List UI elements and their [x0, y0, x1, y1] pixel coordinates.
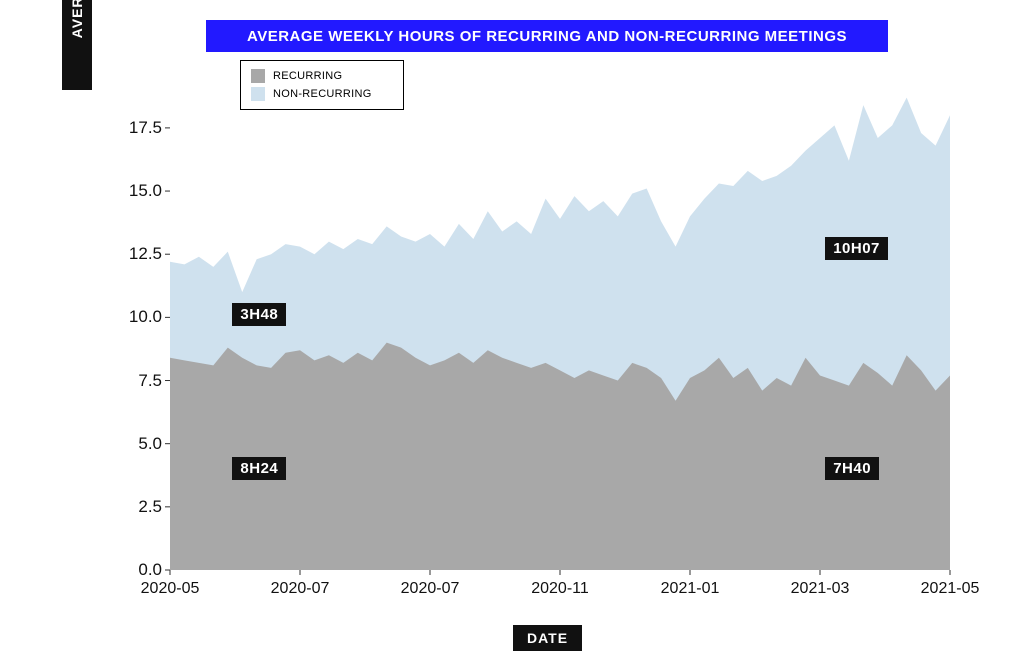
plot-svg: [160, 80, 970, 580]
x-tick-label: 2020-07: [401, 580, 460, 598]
annotation-label: 7H40: [825, 457, 879, 480]
chart-title: AVERAGE WEEKLY HOURS OF RECURRING AND NO…: [206, 20, 888, 52]
plot-area: [160, 80, 970, 580]
y-tick-label: 17.5: [122, 118, 162, 138]
annotation-label: 10H07: [825, 237, 888, 260]
x-tick-label: 2020-07: [271, 580, 330, 598]
y-axis-label: AVERAGE HOURS SPENT IN MEETINGS PER WEEK: [62, 0, 92, 90]
y-tick-label: 0.0: [122, 560, 162, 580]
x-tick-label: 2021-03: [791, 580, 850, 598]
y-tick-label: 2.5: [122, 497, 162, 517]
x-axis-label: DATE: [513, 625, 582, 651]
annotation-label: 8H24: [232, 457, 286, 480]
x-tick-label: 2021-05: [921, 580, 980, 598]
y-tick-label: 7.5: [122, 371, 162, 391]
y-tick-label: 10.0: [122, 307, 162, 327]
x-tick-label: 2021-01: [661, 580, 720, 598]
annotation-label: 3H48: [232, 303, 286, 326]
y-tick-label: 15.0: [122, 181, 162, 201]
x-tick-label: 2020-05: [141, 580, 200, 598]
x-tick-label: 2020-11: [531, 580, 589, 598]
y-tick-label: 12.5: [122, 244, 162, 264]
y-tick-label: 5.0: [122, 434, 162, 454]
chart-container: AVERAGE WEEKLY HOURS OF RECURRING AND NO…: [0, 0, 1024, 672]
